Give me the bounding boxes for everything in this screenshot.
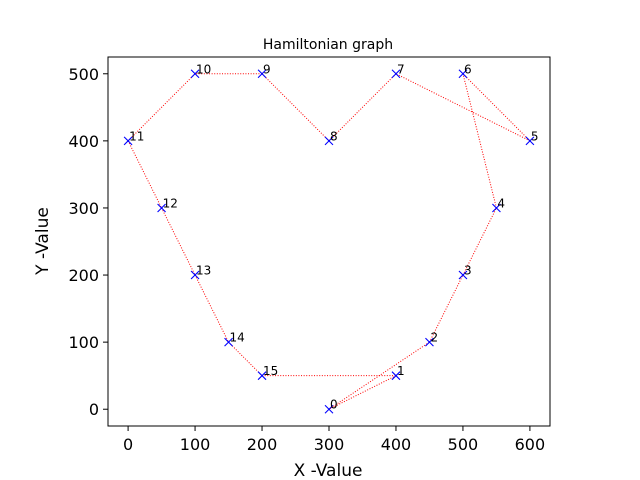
path-edge [395,73,531,142]
point-label: 3 [464,264,472,278]
point-marker [190,270,200,280]
axes-frame [107,56,551,427]
x-axis-ticks: 0 100 200 300 400 500 600 [123,426,545,454]
point-marker [391,69,401,79]
point-marker [391,371,401,381]
point-marker [324,136,334,146]
point-label: 0 [330,398,338,412]
hamiltonian-path [127,73,531,410]
point-label: 4 [497,196,505,210]
point-label: 14 [230,331,245,345]
point-label: 9 [263,62,271,76]
path-edge [194,274,229,343]
path-edge [429,274,464,343]
point-label: 7 [397,62,405,76]
x-tick-label: 100 [180,435,211,454]
y-axis-label: Y -Value [33,207,53,276]
point-marker [190,69,200,79]
point-markers [123,69,535,414]
y-tick-label: 500 [68,65,99,84]
point-marker [157,203,166,213]
point-marker [257,371,267,381]
y-tick-label: 200 [68,266,99,285]
y-tick-label: 100 [68,333,99,352]
point-marker [458,270,468,280]
path-edge [161,207,196,276]
point-marker [224,337,233,347]
x-tick-label: 0 [123,435,133,454]
path-edge [328,73,397,142]
point-marker [525,136,535,146]
point-label: 5 [531,129,539,143]
point-marker [324,404,334,414]
path-edge [261,73,330,142]
x-tick-label: 600 [515,435,546,454]
path-edge [462,207,497,276]
path-edge [228,341,263,377]
point-label: 8 [330,129,338,143]
path-edge [127,140,163,209]
point-marker [257,69,267,79]
point-label: 2 [430,331,438,345]
point-marker [458,69,468,79]
point-label: 15 [263,364,278,378]
x-tick-label: 300 [314,435,345,454]
point-marker [492,203,501,213]
path-edge [127,73,196,142]
point-label: 13 [196,264,211,278]
point-label: 10 [196,62,211,76]
y-axis-ticks: 0 100 200 300 400 500 [68,65,108,419]
point-marker [425,337,434,347]
chart-title: Hamiltonian graph [263,37,393,53]
y-tick-label: 300 [68,199,99,218]
path-edge [462,73,531,142]
x-tick-label: 500 [448,435,479,454]
point-label: 6 [464,62,472,76]
x-axis-label: X -Value [294,461,363,480]
y-tick-label: 400 [68,132,99,151]
x-tick-label: 200 [247,435,278,454]
path-edge [462,73,497,209]
y-tick-label: 0 [89,400,99,419]
x-tick-label: 400 [381,435,412,454]
path-edge [328,375,397,410]
point-label: 1 [397,364,405,378]
point-label: 11 [129,129,144,143]
point-marker [123,136,133,146]
point-label: 12 [163,196,178,210]
